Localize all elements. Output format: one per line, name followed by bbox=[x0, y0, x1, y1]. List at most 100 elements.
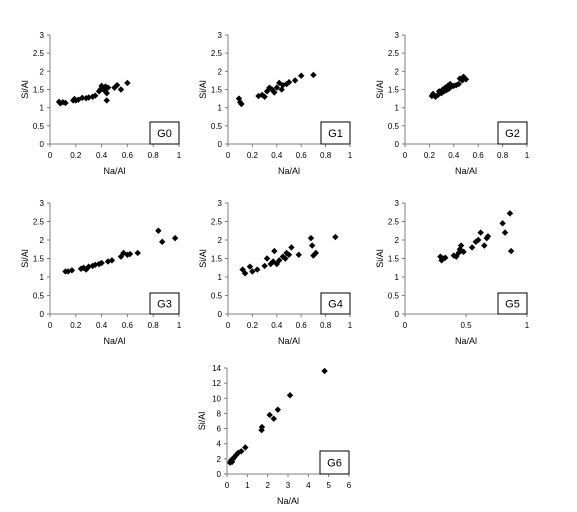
y-tick-label: 2 bbox=[218, 236, 223, 245]
x-tick-label: 0 bbox=[403, 151, 408, 160]
y-tick-label: 0 bbox=[40, 310, 45, 319]
data-point bbox=[82, 95, 90, 102]
data-point bbox=[295, 251, 302, 258]
data-point bbox=[271, 247, 278, 255]
y-tick-label: 3 bbox=[218, 31, 223, 40]
data-point bbox=[108, 257, 116, 264]
scatter-panel-G3: 0 0.5 1 1.5 2 2.5 3 0 0.2 0.4 0.6 0.8 1 Na/Al Si/Al G3 bbox=[20, 199, 182, 346]
data-point bbox=[64, 268, 72, 275]
y-tick-label: 3 bbox=[395, 199, 400, 208]
data-point bbox=[332, 233, 339, 241]
data-point bbox=[134, 249, 141, 257]
x-tick-label: 0.6 bbox=[296, 151, 308, 160]
data-point bbox=[238, 100, 245, 108]
data-point bbox=[242, 444, 249, 451]
data-point bbox=[117, 86, 125, 93]
y-tick-label: 0 bbox=[395, 140, 400, 149]
data-point bbox=[484, 233, 492, 240]
group-label-box bbox=[149, 121, 180, 145]
x-tick-label: 0 bbox=[48, 321, 53, 330]
y-tick-label: 0.5 bbox=[388, 122, 400, 131]
y-tick-label: 6 bbox=[217, 425, 222, 434]
x-tick-label: 0.4 bbox=[448, 151, 460, 160]
data-point bbox=[273, 84, 280, 91]
x-tick-label: 0.2 bbox=[70, 151, 82, 160]
data-point bbox=[238, 448, 245, 455]
x-tick-label: 0.8 bbox=[148, 151, 160, 160]
data-point bbox=[75, 96, 82, 103]
y-tick-label: 0.5 bbox=[388, 292, 400, 301]
y-tick-label: 0.5 bbox=[33, 122, 45, 131]
data-point bbox=[501, 229, 509, 236]
data-point bbox=[288, 244, 295, 251]
y-tick-label: 1.5 bbox=[388, 255, 400, 264]
data-point bbox=[477, 229, 484, 236]
x-tick-label: 5 bbox=[326, 481, 331, 490]
data-point bbox=[249, 268, 256, 275]
group-label-box bbox=[149, 292, 180, 315]
y-tick-label: 0.5 bbox=[211, 122, 223, 131]
x-axis-label: Na/Al bbox=[103, 336, 125, 346]
x-tick-label: 0.4 bbox=[271, 151, 283, 160]
data-point bbox=[159, 238, 166, 246]
x-tick-label: 0.4 bbox=[96, 321, 108, 330]
y-tick-label: 0 bbox=[218, 140, 223, 149]
data-point bbox=[91, 92, 99, 99]
data-point bbox=[462, 76, 470, 83]
x-axis-label: Na/Al bbox=[455, 166, 477, 176]
y-tick-label: 2.5 bbox=[33, 218, 45, 227]
data-point bbox=[261, 93, 268, 100]
data-point bbox=[507, 247, 515, 255]
y-axis-label: Si/Al bbox=[20, 249, 30, 268]
data-point bbox=[286, 392, 294, 399]
scatter-panel-G5: 0 0.5 1 1.5 2 2.5 3 0 0.5 1 Na/Al Si/Al G5 bbox=[375, 199, 530, 346]
group-label-box bbox=[320, 292, 351, 315]
y-tick-label: 2.5 bbox=[388, 49, 400, 58]
x-tick-label: 1 bbox=[525, 151, 530, 160]
x-tick-label: 0.8 bbox=[497, 151, 509, 160]
data-point bbox=[246, 263, 254, 270]
y-tick-label: 1 bbox=[395, 104, 400, 113]
y-tick-label: 3 bbox=[218, 199, 223, 208]
y-tick-label: 2 bbox=[40, 236, 45, 245]
data-point bbox=[97, 86, 104, 93]
x-tick-label: 0 bbox=[403, 321, 408, 330]
data-point bbox=[79, 94, 86, 102]
data-point bbox=[468, 244, 476, 251]
y-tick-label: 1.5 bbox=[388, 86, 400, 95]
data-point bbox=[310, 71, 317, 79]
x-tick-label: 1 bbox=[348, 321, 353, 330]
x-tick-label: 0.6 bbox=[296, 321, 308, 330]
y-tick-label: 2 bbox=[218, 67, 223, 76]
data-point bbox=[258, 423, 266, 431]
y-tick-label: 1 bbox=[218, 273, 223, 282]
data-point bbox=[72, 97, 79, 104]
data-point bbox=[230, 454, 238, 461]
y-tick-label: 2.5 bbox=[388, 218, 400, 227]
y-tick-label: 1.5 bbox=[33, 86, 45, 95]
data-point bbox=[111, 84, 118, 91]
x-tick-label: 2 bbox=[265, 481, 270, 490]
x-tick-label: 4 bbox=[306, 481, 311, 490]
group-label: G3 bbox=[157, 299, 172, 311]
y-tick-label: 2 bbox=[40, 67, 45, 76]
x-tick-label: 0.8 bbox=[148, 321, 160, 330]
y-axis-label: Si/Al bbox=[198, 80, 208, 99]
x-tick-label: 0.4 bbox=[96, 151, 108, 160]
x-tick-label: 0 bbox=[48, 151, 53, 160]
x-tick-label: 1 bbox=[245, 481, 250, 490]
data-point bbox=[155, 227, 162, 234]
data-point bbox=[103, 97, 110, 104]
y-tick-label: 12 bbox=[212, 379, 221, 388]
data-point bbox=[321, 367, 328, 375]
data-point bbox=[266, 411, 273, 419]
y-tick-label: 1.5 bbox=[211, 86, 223, 95]
scatter-panel-G2: 0 0.5 1 1.5 2 2.5 3 0 0.2 0.4 0.6 0.8 1 Na/Al Si/Al G2 bbox=[375, 31, 530, 176]
y-tick-label: 0 bbox=[217, 470, 222, 479]
x-axis-label: Na/Al bbox=[278, 336, 300, 346]
x-tick-label: 0 bbox=[226, 321, 231, 330]
group-label-box bbox=[497, 121, 528, 145]
data-point bbox=[124, 79, 131, 87]
